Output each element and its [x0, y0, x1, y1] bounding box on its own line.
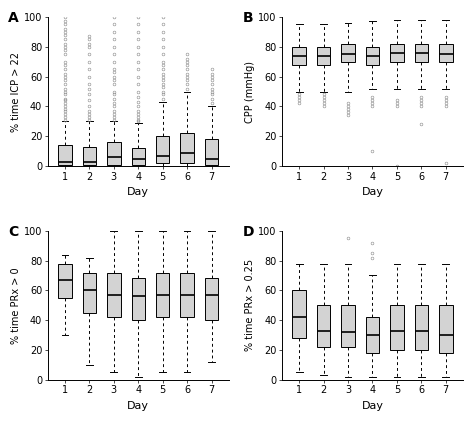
PathPatch shape: [181, 133, 194, 163]
PathPatch shape: [341, 305, 355, 347]
PathPatch shape: [390, 305, 404, 350]
X-axis label: Day: Day: [127, 187, 149, 197]
PathPatch shape: [317, 47, 330, 65]
Text: A: A: [8, 11, 19, 25]
PathPatch shape: [107, 273, 120, 317]
PathPatch shape: [205, 139, 219, 165]
PathPatch shape: [366, 47, 379, 65]
PathPatch shape: [82, 146, 96, 165]
PathPatch shape: [181, 273, 194, 317]
Text: D: D: [242, 225, 254, 239]
Y-axis label: % time PRx > 0: % time PRx > 0: [11, 267, 21, 344]
PathPatch shape: [439, 44, 453, 62]
PathPatch shape: [292, 290, 306, 338]
X-axis label: Day: Day: [127, 401, 149, 411]
PathPatch shape: [58, 264, 72, 298]
PathPatch shape: [317, 305, 330, 347]
Text: C: C: [8, 225, 18, 239]
X-axis label: Day: Day: [362, 187, 383, 197]
PathPatch shape: [132, 279, 145, 320]
PathPatch shape: [341, 44, 355, 62]
PathPatch shape: [205, 279, 219, 320]
PathPatch shape: [415, 305, 428, 350]
PathPatch shape: [132, 148, 145, 165]
PathPatch shape: [107, 142, 120, 165]
PathPatch shape: [366, 317, 379, 353]
PathPatch shape: [58, 145, 72, 165]
PathPatch shape: [292, 47, 306, 65]
Text: B: B: [242, 11, 253, 25]
PathPatch shape: [82, 273, 96, 313]
PathPatch shape: [439, 305, 453, 353]
Y-axis label: % time PRx > 0.25: % time PRx > 0.25: [246, 259, 255, 352]
Y-axis label: % time ICP > 22: % time ICP > 22: [11, 51, 21, 132]
PathPatch shape: [390, 44, 404, 62]
PathPatch shape: [156, 273, 169, 317]
X-axis label: Day: Day: [362, 401, 383, 411]
PathPatch shape: [415, 44, 428, 62]
PathPatch shape: [156, 136, 169, 163]
Y-axis label: CPP (mmHg): CPP (mmHg): [246, 60, 255, 122]
